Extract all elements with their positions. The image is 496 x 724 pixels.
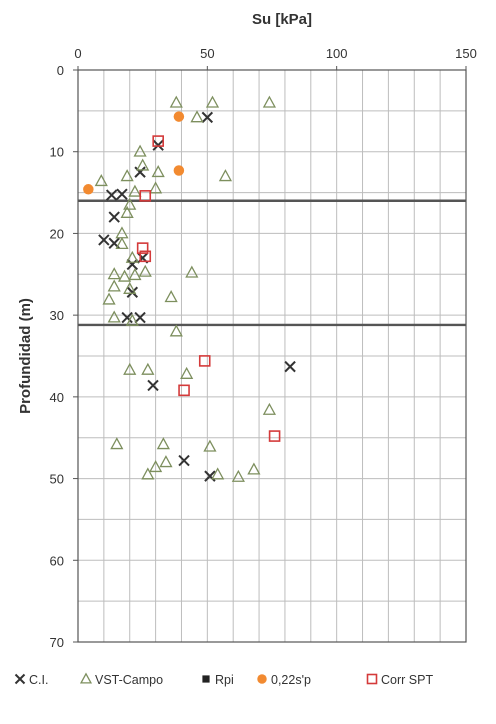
data-point-vst-campo: [115, 236, 129, 250]
data-point-vst-campo: [102, 292, 116, 305]
data-point-corr-spt: [139, 190, 152, 202]
data-point-c-i: [116, 188, 128, 200]
y-tick-label: 70: [50, 635, 64, 650]
data-point-0-22s-p: [83, 184, 94, 195]
y-tick-label: 10: [50, 145, 64, 160]
data-point-vst-campo: [128, 184, 142, 197]
data-point-c-i: [152, 139, 164, 151]
data-point-vst-campo: [136, 158, 150, 171]
data-point-c-i: [204, 470, 216, 482]
data-point-vst-campo: [151, 165, 165, 178]
y-tick-label: 30: [50, 308, 64, 323]
data-point-vst-campo: [133, 144, 147, 157]
data-point-vst-campo: [107, 310, 121, 323]
legend-label-rpi: Rpi: [215, 673, 234, 687]
data-point-vst-campo: [185, 265, 199, 278]
data-point-corr-spt: [178, 384, 190, 397]
data-point-c-i: [134, 311, 146, 324]
data-point-c-i: [126, 258, 139, 271]
data-point-corr-spt: [139, 250, 152, 263]
data-point-c-i: [147, 379, 159, 392]
y-tick-label: 20: [50, 226, 64, 241]
data-point-vst-campo: [218, 169, 233, 182]
data-point-c-i: [126, 286, 139, 298]
data-point-c-i: [121, 311, 133, 324]
legend-label-0-22s-p: 0,22s'p: [271, 673, 311, 687]
data-point-c-i: [284, 360, 296, 373]
data-point-vst-campo: [180, 366, 194, 379]
data-point-vst-campo: [211, 467, 225, 480]
legend-marker-rpi: [202, 675, 210, 683]
legend-marker-0-22s-p: [257, 674, 267, 684]
x-axis-title: Su [kPa]: [252, 11, 312, 28]
data-point-c-i: [178, 454, 190, 467]
data-point-vst-campo: [128, 267, 142, 281]
data-point-vst-campo: [94, 174, 108, 187]
x-tick-label: 50: [200, 46, 214, 61]
data-point-vst-campo: [205, 95, 220, 108]
data-point-vst-campo: [169, 95, 183, 108]
data-point-vst-campo: [125, 250, 139, 263]
data-point-vst-campo: [125, 313, 139, 326]
data-point-vst-campo: [117, 269, 132, 282]
data-point-corr-spt: [136, 242, 149, 254]
legend-label-corr-spt: Corr SPT: [381, 673, 433, 687]
data-point-corr-spt: [152, 135, 164, 147]
data-point-corr-spt: [198, 355, 211, 367]
x-tick-label: 150: [455, 46, 477, 61]
data-point-vst-campo: [138, 264, 152, 277]
legend-marker-vst-campo: [79, 672, 93, 684]
data-point-vst-campo: [156, 437, 170, 450]
data-point-c-i: [201, 111, 214, 124]
data-point-0-22s-p: [173, 111, 185, 122]
x-tick-label: 0: [74, 46, 81, 61]
data-point-vst-campo: [120, 169, 134, 182]
data-point-c-i: [98, 234, 110, 246]
data-point-vst-campo: [107, 279, 121, 292]
y-tick-label: 40: [50, 390, 64, 405]
data-point-vst-campo: [149, 460, 163, 473]
data-point-c-i: [134, 166, 146, 178]
data-point-vst-campo: [190, 110, 204, 123]
plot-frame: [77, 69, 467, 643]
data-point-c-i: [108, 211, 120, 223]
legend-marker-c-i: [14, 673, 26, 685]
y-tick-label: 60: [50, 553, 64, 568]
data-point-c-i: [105, 189, 118, 201]
data-point-corr-spt: [268, 430, 281, 442]
data-point-vst-campo: [123, 281, 137, 294]
data-point-vst-campo: [231, 469, 245, 482]
legend-label-c-i: C.I.: [29, 673, 48, 687]
data-point-vst-campo: [169, 324, 183, 337]
data-point-vst-campo: [107, 267, 121, 280]
data-point-vst-campo: [159, 455, 173, 468]
data-point-vst-campo: [262, 95, 277, 108]
data-point-vst-campo: [141, 467, 155, 480]
legend-label-vst-campo: VST-Campo: [95, 673, 163, 687]
data-point-vst-campo: [115, 226, 129, 239]
x-tick-label: 100: [326, 46, 348, 61]
data-point-vst-campo: [247, 462, 261, 475]
data-point-vst-campo: [123, 197, 137, 210]
data-point-vst-campo: [141, 362, 155, 375]
data-point-vst-campo: [123, 362, 137, 375]
y-axis-title: Profundidad (m): [17, 298, 34, 414]
data-point-vst-campo: [262, 402, 277, 415]
legend-marker-corr-spt: [366, 673, 378, 685]
data-point-0-22s-p: [173, 165, 185, 176]
y-tick-label: 50: [50, 472, 64, 487]
data-point-vst-campo: [149, 181, 163, 194]
data-point-vst-campo: [164, 290, 178, 303]
data-point-vst-campo: [203, 439, 217, 452]
y-tick-label: 0: [57, 63, 64, 78]
data-point-vst-campo: [120, 205, 134, 218]
data-point-vst-campo: [110, 437, 124, 450]
